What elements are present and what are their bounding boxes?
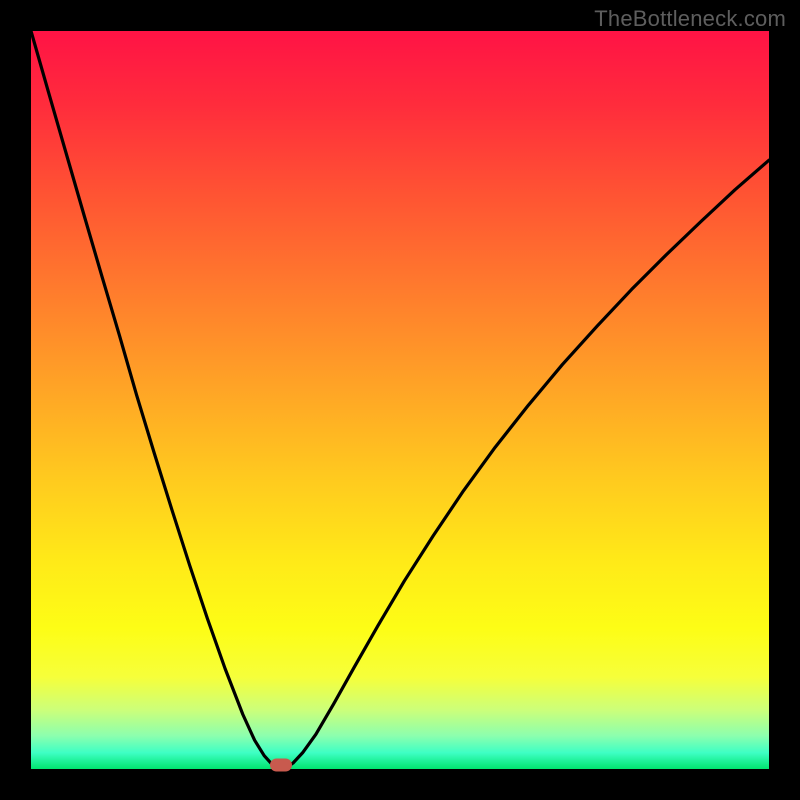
curve-path — [31, 31, 769, 769]
bottleneck-curve — [31, 31, 769, 769]
watermark-text: TheBottleneck.com — [594, 6, 786, 32]
plot-inner — [31, 31, 769, 769]
minimum-marker-icon — [270, 758, 292, 771]
plot-area — [31, 31, 769, 769]
